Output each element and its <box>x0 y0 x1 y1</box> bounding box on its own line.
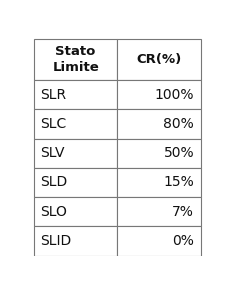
Bar <box>34 139 117 168</box>
Bar <box>34 226 117 256</box>
Bar <box>117 39 201 80</box>
Text: SLID: SLID <box>41 234 72 248</box>
Bar <box>117 139 201 168</box>
Bar <box>117 197 201 226</box>
Text: 100%: 100% <box>155 88 194 102</box>
Text: SLV: SLV <box>41 146 65 160</box>
Bar <box>117 80 201 109</box>
Text: SLO: SLO <box>41 205 68 219</box>
Text: 7%: 7% <box>172 205 194 219</box>
Bar <box>34 39 117 80</box>
Text: 0%: 0% <box>172 234 194 248</box>
Text: Stato
Limite: Stato Limite <box>52 45 99 74</box>
Bar <box>34 80 117 109</box>
Bar <box>117 168 201 197</box>
Text: SLC: SLC <box>41 117 67 131</box>
Bar <box>117 109 201 139</box>
Text: 80%: 80% <box>163 117 194 131</box>
Text: 15%: 15% <box>163 175 194 190</box>
Bar <box>117 226 201 256</box>
Text: 50%: 50% <box>164 146 194 160</box>
Text: SLR: SLR <box>41 88 67 102</box>
Text: CR(%): CR(%) <box>136 53 182 66</box>
Text: SLD: SLD <box>41 175 68 190</box>
Bar <box>34 168 117 197</box>
Bar <box>34 197 117 226</box>
Bar <box>34 109 117 139</box>
